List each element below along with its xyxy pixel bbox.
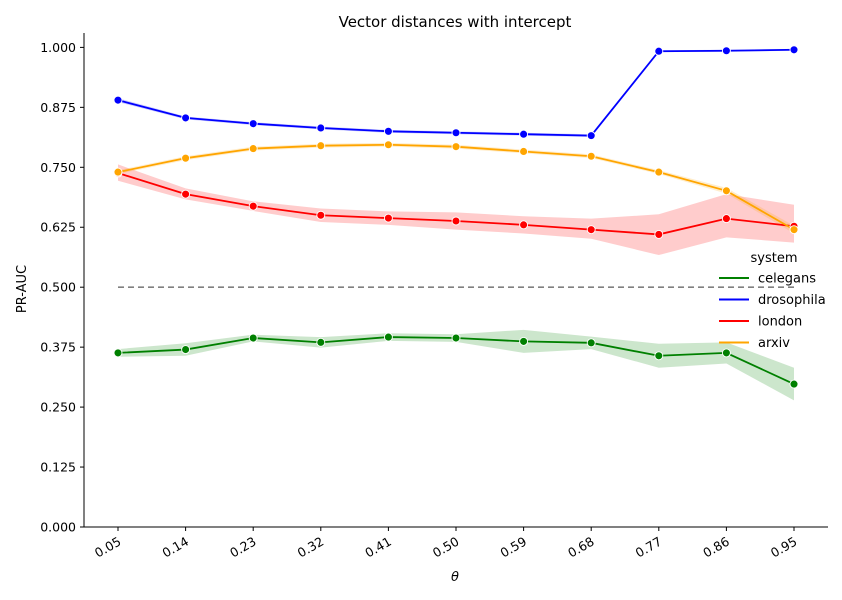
- legend-label-arxiv: arxiv: [758, 336, 790, 351]
- x-tick-label: 0.77: [633, 534, 665, 561]
- band-arxiv: [118, 142, 794, 234]
- point-drosophila: [383, 126, 393, 136]
- point-arxiv: [383, 140, 393, 150]
- x-tick-label: 0.14: [159, 534, 191, 561]
- point-arxiv: [316, 141, 326, 151]
- x-tick-label: 0.32: [295, 534, 327, 561]
- point-london: [383, 213, 393, 223]
- point-arxiv: [113, 167, 123, 177]
- point-drosophila: [721, 46, 731, 56]
- legend-label-drosophila: drosophila: [758, 293, 826, 308]
- point-drosophila: [519, 129, 529, 139]
- point-drosophila: [316, 123, 326, 133]
- point-arxiv: [721, 186, 731, 196]
- axes: [83, 33, 828, 528]
- y-tick-label: 0.750: [40, 160, 76, 175]
- point-arxiv: [248, 144, 258, 154]
- band-drosophila: [118, 48, 794, 138]
- x-tick-label: 0.95: [768, 534, 800, 561]
- point-arxiv: [654, 167, 664, 177]
- legend-label-celegans: celegans: [758, 272, 816, 287]
- point-celegans: [654, 351, 664, 361]
- x-axis-label: θ: [451, 570, 459, 585]
- point-arxiv: [181, 153, 191, 163]
- point-celegans: [519, 336, 529, 346]
- y-tick-label: 0.125: [40, 460, 76, 475]
- x-ticks: 0.05 0.14 0.23 0.32 0.41 0.50 0.59 0.68 0.77 0.86…: [92, 527, 800, 561]
- legend-label-london: london: [758, 315, 802, 330]
- legend-title: system: [751, 251, 798, 266]
- point-london: [654, 229, 664, 239]
- point-celegans: [451, 333, 461, 343]
- series-points: [113, 45, 799, 389]
- y-tick-label: 0.625: [40, 220, 76, 235]
- point-london: [721, 214, 731, 224]
- point-celegans: [113, 348, 123, 358]
- x-tick-label: 0.59: [497, 534, 529, 561]
- y-tick-label: 0.000: [40, 520, 76, 535]
- legend: system celegans drosophila london arxiv: [719, 251, 826, 351]
- point-celegans: [383, 332, 393, 342]
- point-london: [248, 201, 258, 211]
- x-tick-label: 0.23: [227, 534, 259, 561]
- y-tick-label: 0.875: [40, 100, 76, 115]
- point-drosophila: [113, 95, 123, 105]
- point-london: [316, 210, 326, 220]
- point-celegans: [789, 379, 799, 389]
- point-drosophila: [451, 128, 461, 138]
- point-drosophila: [654, 46, 664, 56]
- point-arxiv: [586, 151, 596, 161]
- line-drosophila: [117, 48, 795, 137]
- y-tick-label: 0.500: [40, 280, 76, 295]
- y-ticks: 0.000 0.125 0.250 0.375 0.500 0.625 0.750 0.875…: [40, 40, 84, 535]
- band-celegans: [118, 329, 794, 401]
- point-celegans: [316, 337, 326, 347]
- point-celegans: [248, 333, 258, 343]
- y-tick-label: 0.250: [40, 400, 76, 415]
- point-celegans: [586, 338, 596, 348]
- x-tick-label: 0.86: [700, 534, 732, 561]
- point-arxiv: [789, 225, 799, 235]
- point-london: [586, 225, 596, 235]
- point-celegans: [721, 348, 731, 358]
- chart-title: Vector distances with intercept: [339, 13, 572, 31]
- y-axis-label: PR-AUC: [15, 265, 30, 313]
- point-celegans: [181, 345, 191, 354]
- x-tick-label: 0.41: [362, 534, 394, 561]
- x-tick-label: 0.05: [92, 534, 124, 561]
- point-london: [519, 220, 529, 230]
- point-london: [181, 189, 191, 199]
- point-arxiv: [451, 142, 461, 152]
- point-arxiv: [519, 147, 529, 156]
- band-london: [118, 164, 794, 256]
- x-tick-label: 0.68: [565, 534, 597, 561]
- point-drosophila: [248, 119, 258, 129]
- x-tick-label: 0.50: [430, 534, 462, 561]
- y-tick-label: 0.375: [40, 340, 76, 355]
- y-tick-label: 1.000: [40, 40, 76, 55]
- point-drosophila: [586, 131, 596, 141]
- point-drosophila: [181, 113, 191, 123]
- point-drosophila: [789, 45, 799, 55]
- point-london: [451, 216, 461, 226]
